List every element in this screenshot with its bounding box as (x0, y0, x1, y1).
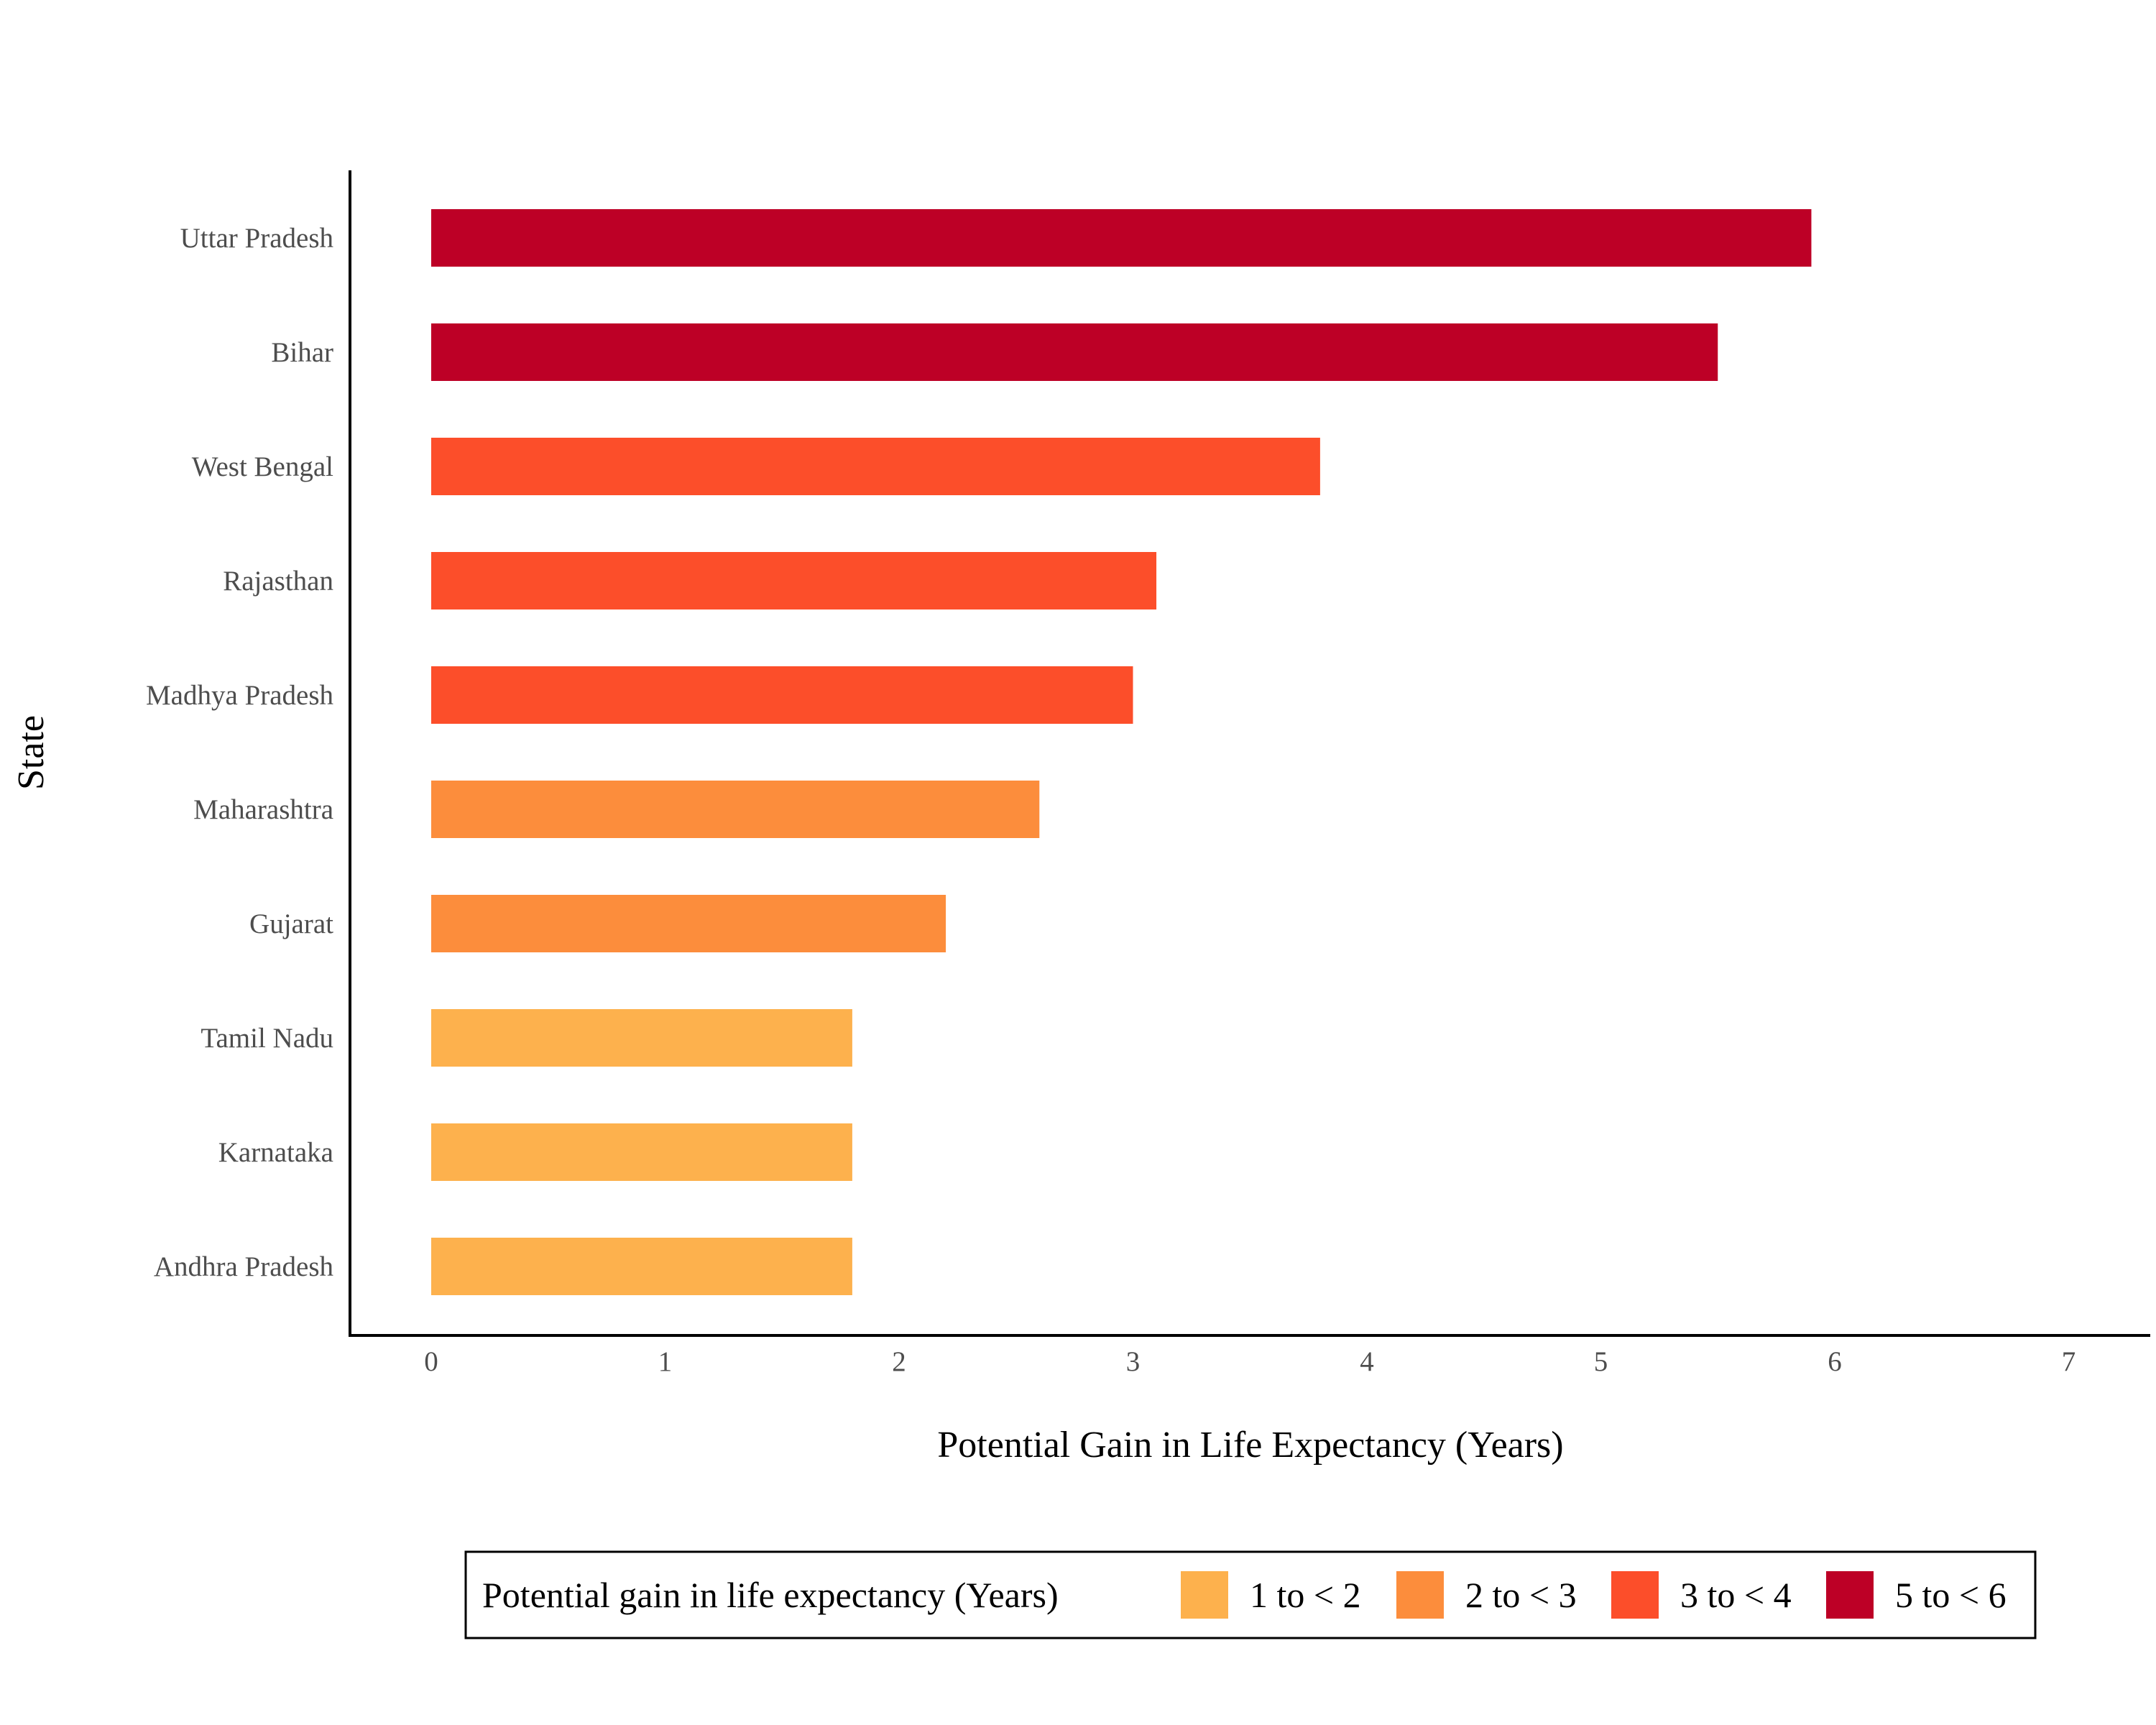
bar (431, 209, 1812, 267)
y-tick-label: Maharashtra (193, 794, 333, 825)
x-tick-label: 2 (892, 1346, 906, 1377)
y-tick-label: Rajasthan (223, 566, 333, 597)
y-tick-label: Karnataka (218, 1137, 333, 1168)
x-tick-label: 7 (2062, 1346, 2076, 1377)
x-tick-label: 6 (1828, 1346, 1842, 1377)
bar (431, 1123, 852, 1181)
x-tick-label: 0 (424, 1346, 438, 1377)
bar (431, 895, 946, 952)
legend-items: 1 to < 2 2 to < 3 3 to < 4 5 to < 6 (1181, 1571, 2007, 1619)
legend-swatch (1396, 1571, 1444, 1619)
legend-label: 2 to < 3 (1465, 1575, 1577, 1615)
bar (431, 781, 1040, 838)
x-tick-label: 3 (1126, 1346, 1141, 1377)
legend-frame (464, 1550, 2037, 1639)
legend-label: 5 to < 6 (1895, 1575, 2007, 1615)
y-tick-label: West Bengal (192, 451, 333, 482)
x-tick-labels: 0 1 2 3 4 5 6 7 (424, 1346, 2076, 1377)
bar (431, 323, 1718, 381)
legend-title: Potential gain in life expectancy (Years… (482, 1575, 1059, 1615)
legend-swatch (1181, 1571, 1228, 1619)
bar (431, 1009, 852, 1067)
y-tick-label: Uttar Pradesh (180, 223, 333, 254)
legend-label: 3 to < 4 (1680, 1575, 1792, 1615)
bars-group (431, 209, 1812, 1295)
y-tick-label: Andhra Pradesh (154, 1251, 333, 1282)
x-tick-label: 1 (658, 1346, 673, 1377)
x-tick-label: 5 (1594, 1346, 1608, 1377)
y-tick-label: Gujarat (249, 908, 333, 939)
legend-label: 1 to < 2 (1250, 1575, 1361, 1615)
bar (431, 438, 1320, 495)
y-tick-label: Tamil Nadu (201, 1023, 333, 1054)
x-tick-label: 4 (1360, 1346, 1374, 1377)
legend-swatch (1826, 1571, 1874, 1619)
bar (431, 552, 1157, 610)
legend-swatch (1611, 1571, 1659, 1619)
bar (431, 666, 1133, 724)
y-axis-title: State (11, 715, 52, 790)
y-tick-labels: Uttar Pradesh Bihar West Bengal Rajasthan Ma… (146, 223, 333, 1282)
y-tick-label: Bihar (271, 337, 333, 368)
x-axis-title: Potential Gain in Life Expectancy (Years… (937, 1425, 1563, 1466)
legend: Potential gain in life expectancy (Years… (464, 1550, 2037, 1639)
y-tick-label: Madhya Pradesh (146, 680, 333, 711)
bar (431, 1238, 852, 1295)
